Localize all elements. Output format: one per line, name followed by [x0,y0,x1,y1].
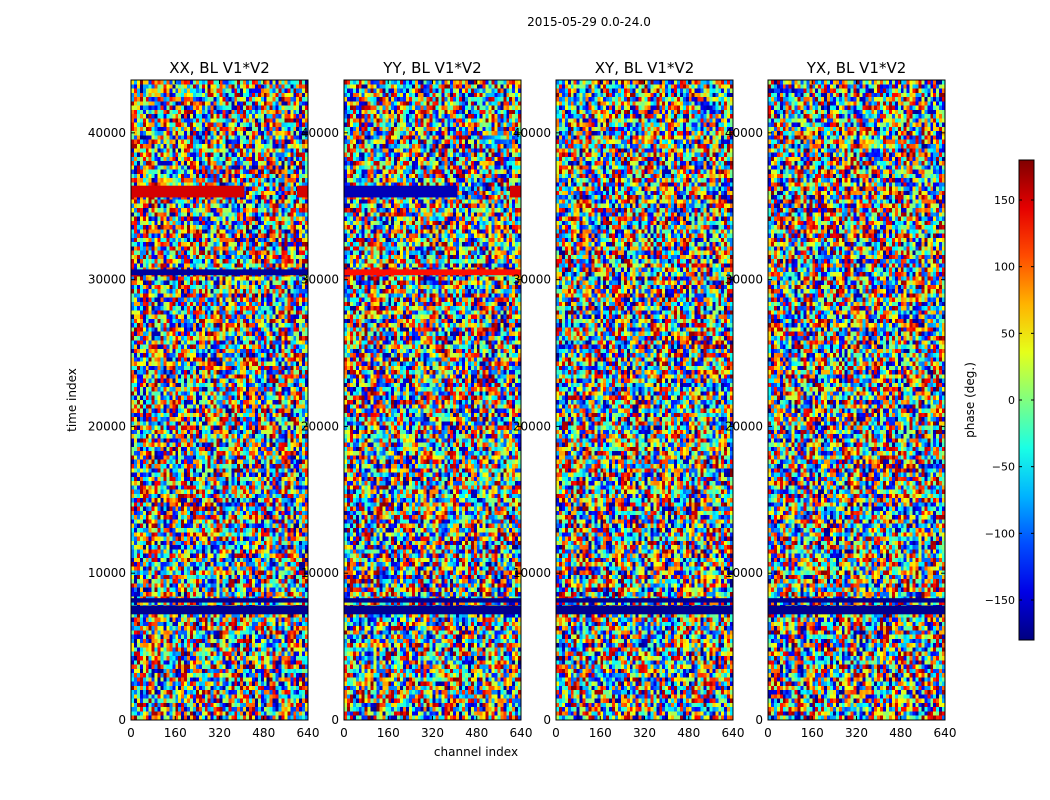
x-tick-label: 640 [510,726,533,740]
colorbar-tick-label: 50 [1001,327,1015,340]
x-axis-label: channel index [434,745,518,759]
panel-2: YY, BL V1*V2 0 160 320 480 640 0 10000 20000 3000… [301,59,533,740]
colorbar-tick-label: −150 [985,594,1015,607]
x-tick-label: 0 [127,726,135,740]
y-tick-label: 30000 [513,273,551,287]
coherent-band [344,605,521,615]
colorbar-tick-label: 0 [1008,394,1015,407]
x-tick-label: 640 [934,726,957,740]
x-tick-label: 160 [801,726,824,740]
y-tick-label: 20000 [301,419,339,433]
coherent-band [556,605,733,615]
panel-4: YX, BL V1*V2 0 160 320 480 640 0 10000 20000 3000… [725,59,957,740]
x-tick-label: 320 [633,726,656,740]
phase-image [768,80,945,720]
coherent-band [768,598,945,603]
x-tick-label: 0 [552,726,560,740]
y-tick-label: 10000 [725,566,763,580]
colorbar-tick-label: 100 [994,261,1015,274]
coherent-band [768,605,945,615]
x-tick-label: 480 [465,726,488,740]
y-tick-label: 20000 [725,419,763,433]
y-tick-label: 20000 [88,419,126,433]
x-tick-label: 640 [297,726,320,740]
colorbar: 150 100 50 0 −50 −100 −150 [985,159,1035,641]
panel-3: XY, BL V1*V2 0 160 320 480 640 0 10000 20000 3000… [513,59,745,740]
coherent-band [131,598,308,603]
y-tick-label: 0 [118,713,126,727]
colorbar-tick-label: 150 [994,194,1015,207]
y-tick-label: 30000 [301,273,339,287]
y-tick-label: 40000 [513,126,551,140]
coherent-band [344,185,458,198]
phase-image [344,80,521,720]
y-tick-label: 0 [755,713,763,727]
x-tick-label: 160 [377,726,400,740]
x-tick-label: 640 [722,726,745,740]
y-tick-label: 0 [331,713,339,727]
x-tick-label: 160 [164,726,187,740]
x-tick-label: 480 [889,726,912,740]
colorbar-tick-label: −50 [992,461,1015,474]
x-tick-label: 0 [764,726,772,740]
panel-title: XY, BL V1*V2 [595,59,695,77]
x-tick-label: 480 [677,726,700,740]
x-tick-label: 320 [845,726,868,740]
x-tick-label: 320 [421,726,444,740]
coherent-band [556,598,733,603]
heatmap-panels: XX, BL V1*V2 0 160 320 480 640 0 10000 20000 3000… [88,59,957,740]
panel-title: YX, BL V1*V2 [806,59,907,77]
coherent-band [131,605,308,615]
panel-1: XX, BL V1*V2 0 160 320 480 640 0 10000 20000 3000… [88,59,320,740]
y-tick-label: 10000 [301,566,339,580]
coherent-band [131,185,245,198]
colorbar-label: phase (deg.) [963,362,977,438]
panel-title: XX, BL V1*V2 [169,59,270,77]
x-tick-label: 160 [589,726,612,740]
coherent-band [296,185,308,198]
panel-title: YY, BL V1*V2 [382,59,481,77]
y-tick-label: 0 [543,713,551,727]
y-tick-label: 40000 [725,126,763,140]
phase-image [131,80,308,720]
y-tick-label: 10000 [88,566,126,580]
colorbar-tick-label: −100 [985,527,1015,540]
y-tick-label: 30000 [88,273,126,287]
y-tick-label: 40000 [88,126,126,140]
y-tick-label: 40000 [301,126,339,140]
phase-image [556,80,733,720]
x-tick-label: 480 [252,726,275,740]
coherent-band [509,185,521,198]
y-tick-label: 10000 [513,566,551,580]
x-tick-label: 0 [340,726,348,740]
y-axis-label: time index [65,368,79,432]
x-tick-label: 320 [208,726,231,740]
coherent-band [131,269,308,276]
y-tick-label: 30000 [725,273,763,287]
coherent-band [344,269,521,276]
figure-suptitle: 2015-05-29 0.0-24.0 [527,15,651,29]
y-tick-label: 20000 [513,419,551,433]
coherent-band [344,598,521,603]
